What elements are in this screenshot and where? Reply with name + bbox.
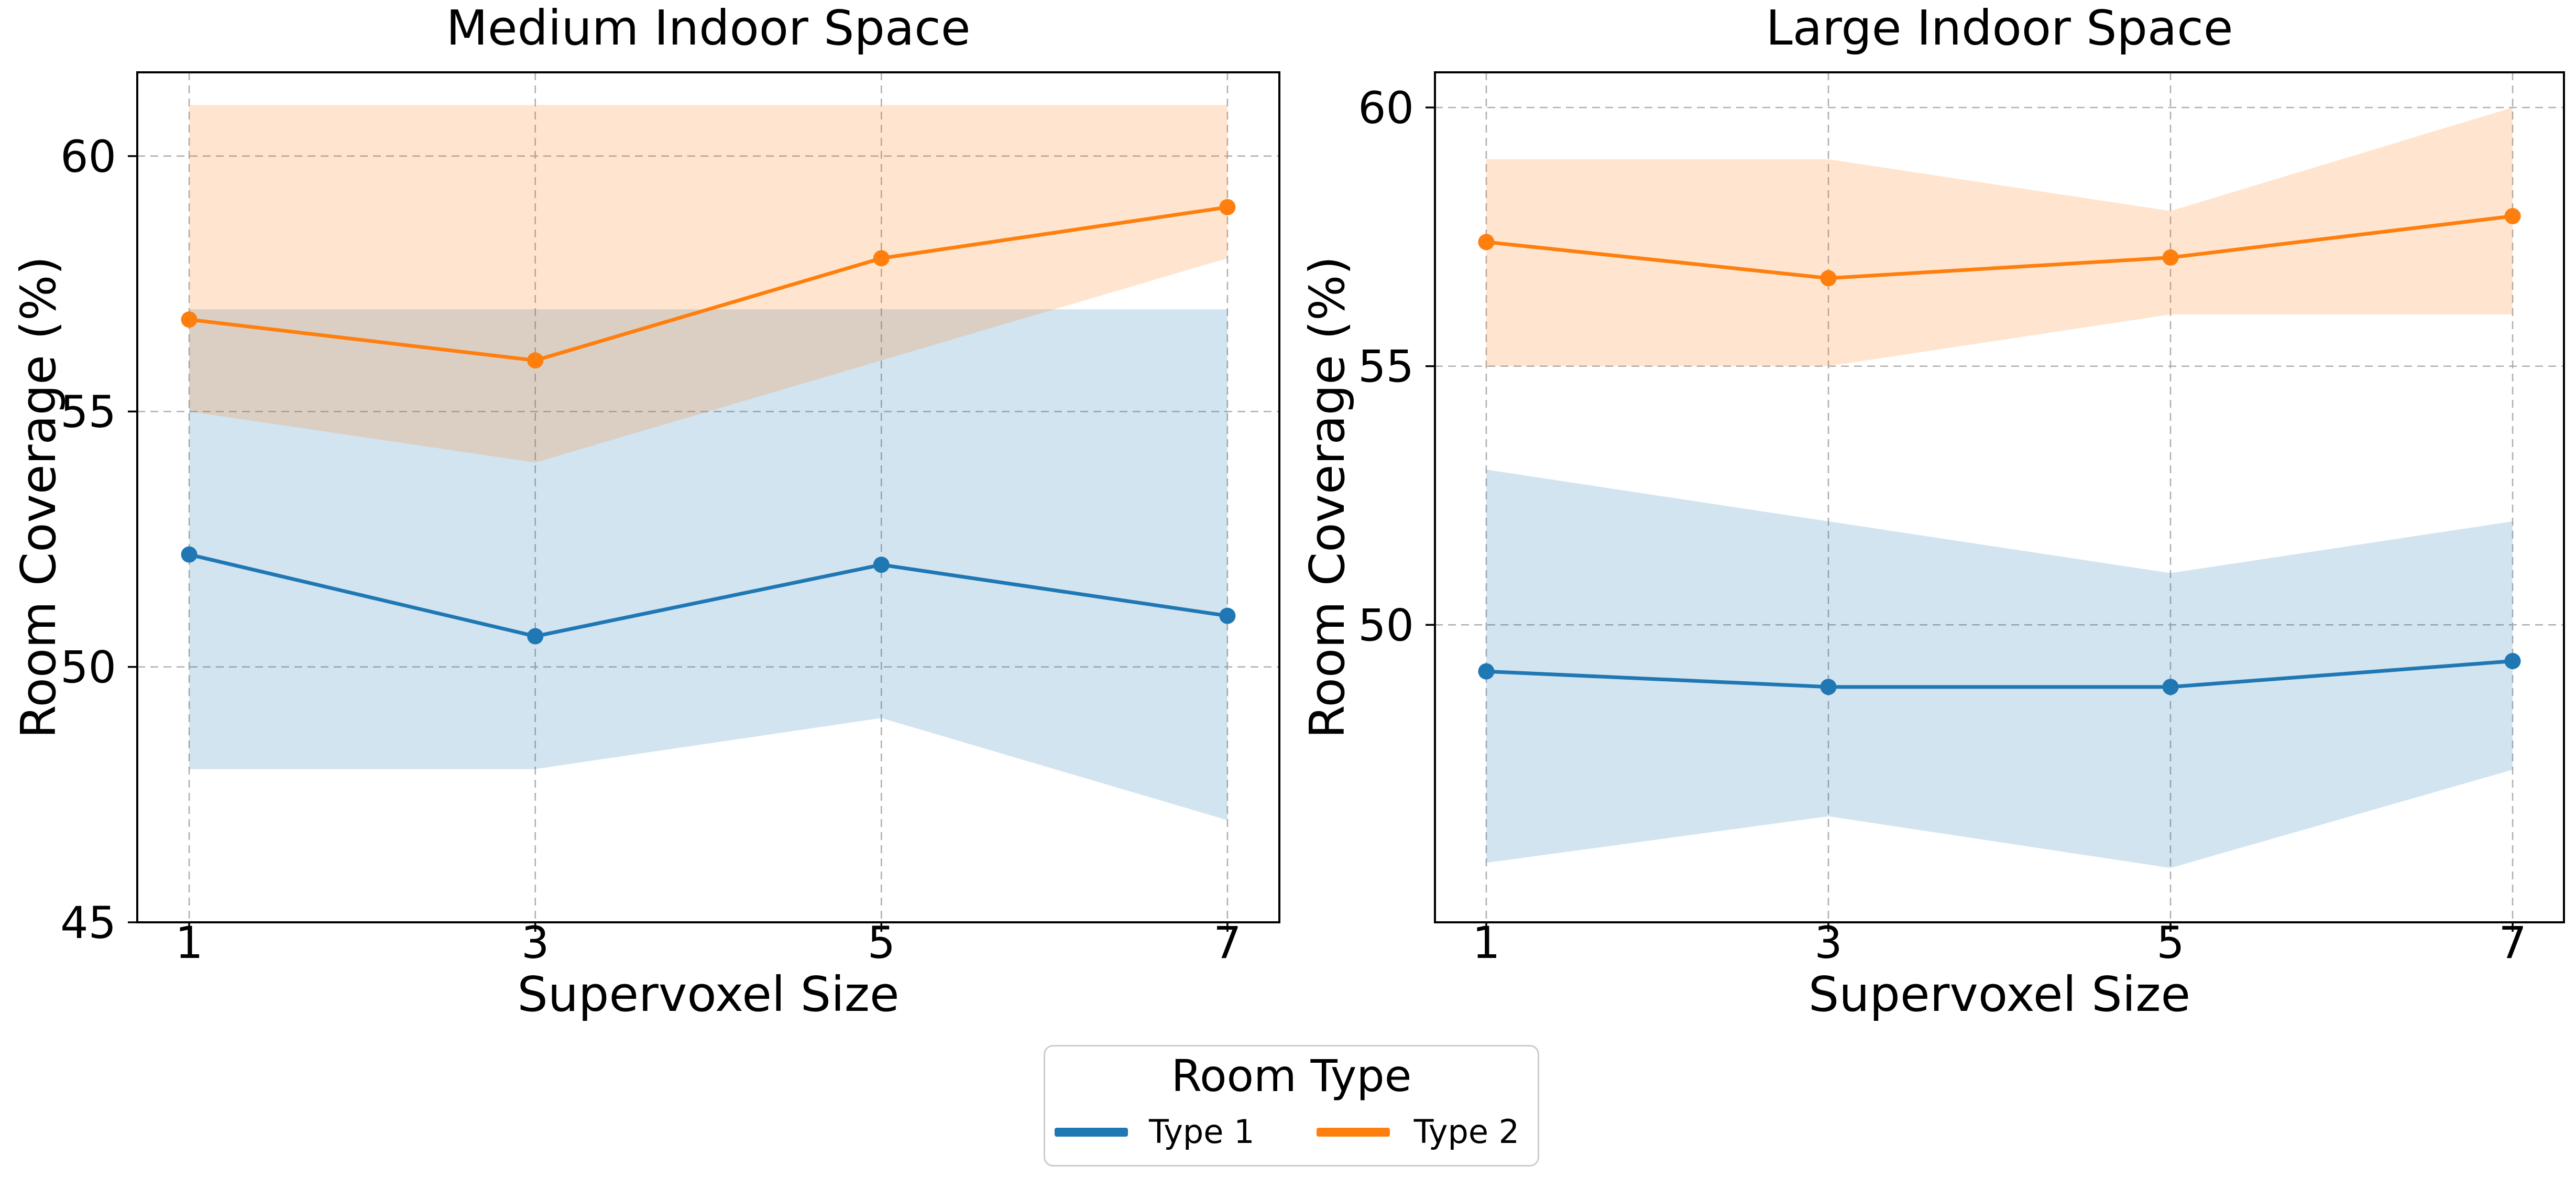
x-axis-label-large: Supervoxel Size [1808,966,2191,1022]
marker-type-1-x5 [873,557,890,573]
y-tick-label-55: 55 [1358,341,1414,393]
plot-title-large: Large Indoor Space [1766,0,2233,56]
marker-type-2-x1 [181,311,198,328]
marker-type-2-x5 [2162,249,2179,266]
line-type-2 [189,205,1228,363]
marker-type-2-x3 [1820,270,1837,287]
legend-label-type-1: Type 1 [1149,1113,1255,1151]
band-type-2 [189,105,1227,463]
x-tick-label-7: 7 [2498,917,2526,968]
marker-type-2-x7 [1219,199,1236,215]
marker-type-1-x3 [527,628,544,645]
legend-label-type-2: Type 2 [1413,1113,1520,1151]
marker-type-1-x5 [2162,679,2179,695]
y-tick-label-60: 60 [1358,82,1414,134]
y-tick-label-50: 50 [60,642,116,693]
axes-spines [1434,71,2565,923]
plot-area-large: 1 3 5 7 50 55 60 [1358,71,2565,968]
line-type-2 [1486,214,2513,280]
x-tick-label-7: 7 [1213,917,1241,968]
legend-swatch-type-2 [1316,1127,1390,1137]
marker-type-2-x3 [527,352,544,369]
x-tick-label-5: 5 [868,917,895,968]
legend-row: Type 1 Type 2 [1045,1108,1538,1156]
line-type-1 [189,552,1228,638]
marker-type-1-x3 [1820,679,1837,695]
marker-type-2-x7 [2504,208,2521,224]
line-type-1 [1486,659,2513,689]
y-tick-label-50: 50 [1358,600,1414,651]
x-tick-label-3: 3 [1814,917,1842,968]
band-type-1 [1486,470,2513,868]
plot-area-medium: 1 3 5 7 45 50 55 60 [60,71,1280,968]
legend-title: Room Type [1171,1050,1412,1102]
y-axis-label-large: Room Coverage (%) [1299,256,1355,739]
x-tick-label-3: 3 [521,917,549,968]
legend-swatch-type-1 [1055,1127,1128,1137]
marker-type-1-x1 [1478,663,1495,680]
marker-type-1-x7 [1219,607,1236,624]
x-tick-label-1: 1 [1472,917,1500,968]
x-tick-label-5: 5 [2156,917,2184,968]
band-type-1 [189,309,1227,821]
x-tick-label-1: 1 [175,917,203,968]
y-tick-label-55: 55 [60,386,116,438]
axes-spines [136,71,1280,923]
y-tick-label-45: 45 [60,897,116,949]
marker-type-1-x1 [181,546,198,563]
plot-title-medium: Medium Indoor Space [446,0,971,56]
y-tick-label-60: 60 [60,131,116,182]
marker-type-2-x1 [1478,234,1495,250]
x-axis-label-medium: Supervoxel Size [517,966,900,1022]
y-axis-label-medium: Room Coverage (%) [10,256,67,739]
legend: Room Type Type 1 Type 2 [1044,1045,1539,1167]
band-type-2 [1486,107,2513,366]
marker-type-1-x7 [2504,652,2521,669]
marker-type-2-x5 [873,250,890,267]
